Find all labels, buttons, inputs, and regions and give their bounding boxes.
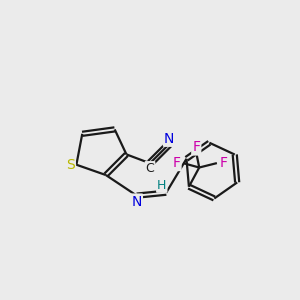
Text: N: N <box>164 132 174 146</box>
Text: F: F <box>219 156 227 170</box>
Text: S: S <box>66 158 75 172</box>
Text: F: F <box>172 156 181 170</box>
Text: F: F <box>192 140 200 154</box>
Text: C: C <box>146 162 154 175</box>
Text: N: N <box>132 194 142 208</box>
Text: H: H <box>157 179 167 192</box>
